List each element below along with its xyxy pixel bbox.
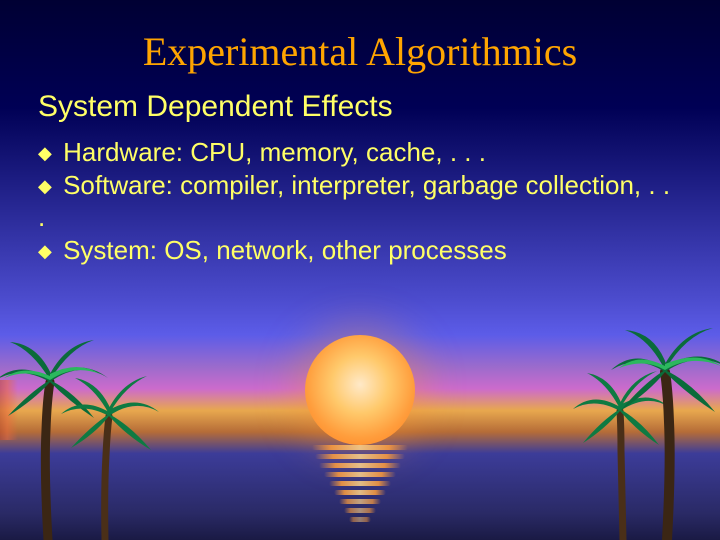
slide: Experimental Algorithmics System Depende…	[0, 0, 720, 540]
bullet-item: ◆ Hardware: CPU, memory, cache, . . .	[38, 136, 680, 169]
bullet-text: Hardware: CPU, memory, cache, . . .	[63, 137, 486, 167]
bullet-text: System: OS, network, other processes	[63, 235, 507, 265]
sun-icon	[305, 335, 415, 445]
palm-tree-icon	[55, 360, 165, 540]
palm-tree-icon	[605, 310, 720, 540]
page-title: Experimental Algorithmics	[0, 28, 720, 75]
bullet-item: ◆ Software: compiler, interpreter, garba…	[38, 169, 680, 234]
body-text: ◆ Hardware: CPU, memory, cache, . . . ◆ …	[38, 136, 680, 266]
bullet-item: ◆ System: OS, network, other processes	[38, 234, 680, 267]
sun-reflection	[310, 445, 410, 530]
subtitle: System Dependent Effects	[38, 90, 393, 124]
bullet-text: Software: compiler, interpreter, garbage…	[38, 170, 670, 233]
